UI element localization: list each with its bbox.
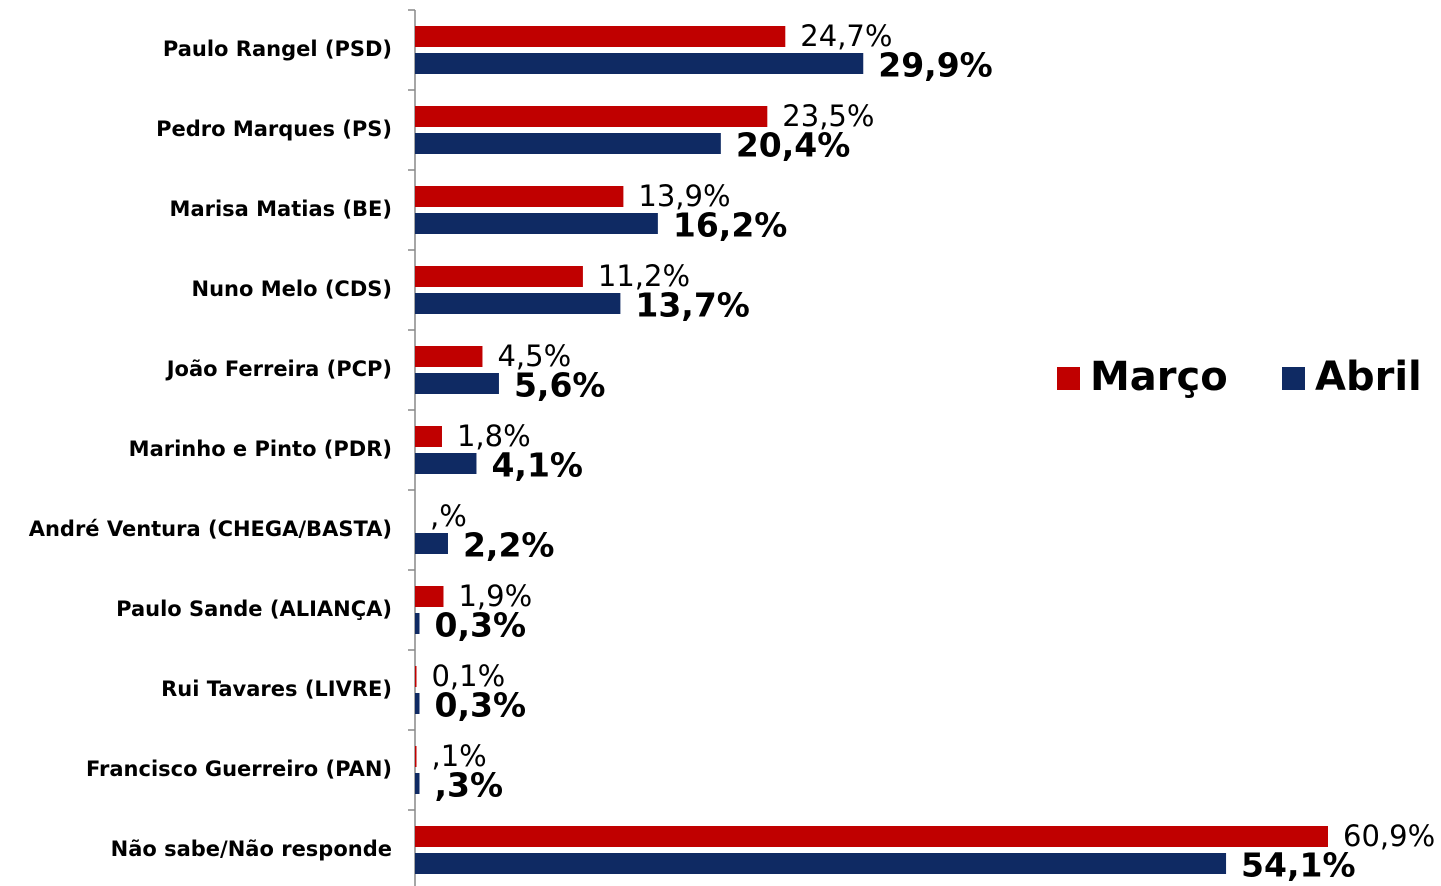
bar [415,106,768,127]
value-label: 11,2% [598,259,690,293]
bar [415,666,417,687]
bar [415,373,499,394]
legend-swatch [1282,367,1305,390]
bar [415,26,786,47]
value-label: 0,3% [434,686,526,725]
category-label: João Ferreira (PCP) [165,357,392,381]
value-label: 0,3% [434,606,526,645]
bar [415,826,1328,847]
legend-label: Abril [1315,354,1422,400]
bar [415,693,420,714]
value-label: 13,9% [638,179,730,213]
bar [415,746,417,767]
value-label: 1,9% [458,579,532,613]
bar [415,613,420,634]
value-label: 1,8% [457,419,531,453]
bar [415,213,658,234]
value-label: ,3% [434,766,503,805]
category-label: Paulo Sande (ALIANÇA) [116,597,392,621]
bar [415,53,864,74]
value-label: 4,5% [497,339,571,373]
bar [415,346,483,367]
category-label: Não sabe/Não responde [111,837,392,861]
value-label: 13,7% [635,286,750,325]
value-label: 16,2% [673,206,788,245]
value-label: 20,4% [736,126,851,165]
category-label: Paulo Rangel (PSD) [163,37,392,61]
category-label: Marisa Matias (BE) [170,197,392,221]
bar [415,453,477,474]
value-label: 29,9% [878,46,993,85]
value-label: 23,5% [782,99,874,133]
bar [415,586,444,607]
category-label: Nuno Melo (CDS) [192,277,392,301]
category-label: Francisco Guerreiro (PAN) [86,757,392,781]
category-label: Pedro Marques (PS) [156,117,392,141]
value-label: 0,1% [431,659,505,693]
value-label: 60,9% [1343,819,1435,853]
value-label: 4,1% [491,446,583,485]
bar [415,186,624,207]
value-label: 2,2% [463,526,555,565]
category-label: Marinho e Pinto (PDR) [129,437,392,461]
value-label: 24,7% [800,19,892,53]
value-label: 5,6% [514,366,606,405]
bar [415,533,448,554]
bar [415,426,442,447]
value-label: 54,1% [1241,846,1356,885]
legend-swatch [1057,367,1080,390]
category-label: Rui Tavares (LIVRE) [161,677,392,701]
category-label: André Ventura (CHEGA/BASTA) [29,517,392,541]
bar [415,266,583,287]
bar [415,133,721,154]
value-label: ,1% [431,739,486,773]
bar [415,853,1227,874]
bar [415,773,420,794]
value-label: ,% [430,499,467,533]
bar [415,293,621,314]
legend-label: Março [1090,354,1228,400]
